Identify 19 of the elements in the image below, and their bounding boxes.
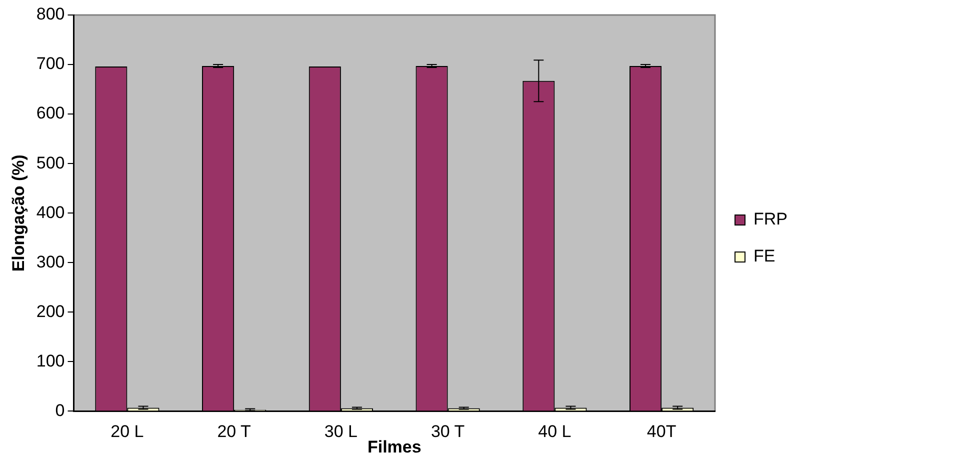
y-tick-label: 200 <box>36 302 65 321</box>
y-tick-label: 0 <box>55 400 65 420</box>
y-axis-title: Elongação (%) <box>8 154 28 272</box>
legend-label: FRP <box>754 210 788 229</box>
y-tick-label: 800 <box>36 4 65 24</box>
y-tick-label: 400 <box>36 202 65 222</box>
x-tick-label: 20 T <box>217 422 251 442</box>
legend-label: FE <box>754 246 776 266</box>
y-tick-label: 300 <box>36 252 65 272</box>
y-tick-label: 700 <box>36 54 65 74</box>
x-tick-label: 40T <box>646 422 676 442</box>
y-tick-label: 600 <box>36 104 65 123</box>
x-tick-label: 30 T <box>430 422 465 442</box>
x-tick-label: 20 L <box>110 422 144 442</box>
x-tick-label: 30 L <box>324 422 358 442</box>
y-tick-label: 100 <box>36 351 65 370</box>
y-tick-label: 500 <box>36 153 65 172</box>
x-tick-label: 40 L <box>538 422 572 442</box>
x-axis-title: Filmes <box>367 437 422 456</box>
